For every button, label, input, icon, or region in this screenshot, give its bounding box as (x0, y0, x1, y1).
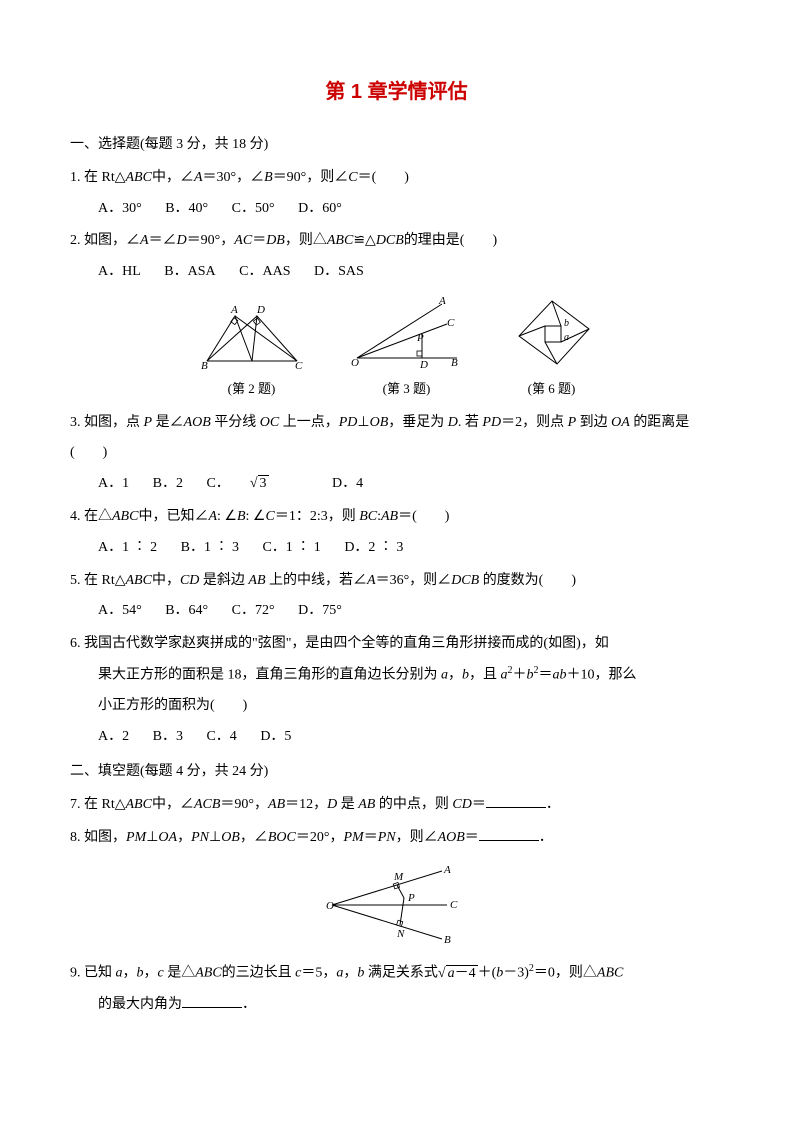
q3-text: 3. 如图，点 P 是∠AOB 平分线 OC 上一点，PD⊥OB，垂足为 D. … (70, 415, 689, 461)
figure-q2: A D B C (第 2 题) (197, 301, 307, 404)
q6-line3: 小正方形的面积为( ) (70, 691, 723, 722)
question-5: 5. 在 Rt△ABC中，CD 是斜边 AB 上的中线，若∠A＝36°，则∠DC… (70, 566, 723, 597)
svg-text:P: P (407, 892, 415, 904)
figures-row: A D B C (第 2 题) A C P O D B (第 3 题) (70, 296, 723, 404)
q4-opt-b: B．1 ∶ 3 (181, 540, 239, 555)
figure-q2-caption: (第 2 题) (228, 375, 276, 404)
q1-options: A．30° B．40° C．50° D．60° (70, 194, 723, 225)
svg-text:C: C (295, 360, 303, 371)
q1-text: 1. 在 Rt△ABC中，∠A＝30°，∠B＝90°，则∠C＝( ) (70, 170, 409, 185)
svg-text:A: A (230, 304, 238, 316)
q3-opt-c: C．3 (206, 476, 308, 491)
q1-opt-a: A．30° (98, 201, 142, 216)
q9-blank (182, 994, 242, 1008)
question-1: 1. 在 Rt△ABC中，∠A＝30°，∠B＝90°，则∠C＝( ) (70, 163, 723, 194)
q6-line2: 果大正方形的面积是 18，直角三角形的直角边长分别为 a，b，且 a2＋b2＝a… (70, 660, 723, 691)
figure-q8-svg: O M P N A C B (322, 863, 472, 948)
page-title: 第 1 章学情评估 (70, 70, 723, 114)
svg-text:a: a (564, 332, 569, 343)
svg-text:B: B (201, 360, 208, 371)
q4-opt-d: D．2 ∶ 3 (344, 540, 403, 555)
q4-options: A．1 ∶ 2 B．1 ∶ 3 C．1 ∶ 1 D．2 ∶ 3 (70, 533, 723, 564)
svg-text:A: A (438, 296, 446, 307)
q5-opt-c: C．72° (232, 603, 275, 618)
q9-line2: 的最大内角为． (70, 990, 723, 1021)
q2-opt-b: B．ASA (164, 264, 215, 279)
q2-opt-d: D．SAS (314, 264, 364, 279)
question-3: 3. 如图，点 P 是∠AOB 平分线 OC 上一点，PD⊥OB，垂足为 D. … (70, 408, 723, 470)
q7-blank (486, 794, 546, 808)
q5-text: 5. 在 Rt△ABC中，CD 是斜边 AB 上的中线，若∠A＝36°，则∠DC… (70, 573, 576, 588)
q2-opt-c: C．AAS (239, 264, 290, 279)
question-9: 9. 已知 a，b，c 是△ABC的三边长且 c＝5，a，b 满足关系式a－4＋… (70, 958, 723, 1020)
svg-text:M: M (393, 871, 404, 883)
svg-text:C: C (447, 317, 455, 329)
q8-text: 8. 如图，PM⊥OA，PN⊥OB，∠BOC＝20°，PM＝PN，则∠AOB＝． (70, 830, 553, 845)
section-2-header: 二、填空题(每题 4 分，共 24 分) (70, 757, 723, 788)
q1-opt-b: B．40° (165, 201, 208, 216)
q6-options: A．2 B．3 C．4 D．5 (70, 722, 723, 753)
svg-text:C: C (450, 899, 458, 911)
q2-text: 2. 如图，∠A＝∠D＝90°，AC＝DB，则△ABC≌△DCB的理由是( ) (70, 233, 497, 248)
svg-text:A: A (443, 864, 451, 876)
question-4: 4. 在△ABC中，已知∠A: ∠B: ∠C＝1：2:3，则 BC:AB＝( ) (70, 502, 723, 533)
q6-opt-a: A．2 (98, 729, 129, 744)
q3-options: A．1 B．2 C．3 D．4 (70, 469, 723, 500)
q6-opt-b: B．3 (153, 729, 183, 744)
svg-text:D: D (256, 304, 265, 316)
figure-q6-caption: (第 6 题) (528, 375, 576, 404)
q5-options: A．54° B．64° C．72° D．75° (70, 596, 723, 627)
figure-q6-svg: b a (507, 296, 597, 371)
figure-q3: A C P O D B (第 3 题) (347, 296, 467, 404)
q3-opt-a: A．1 (98, 476, 129, 491)
svg-text:B: B (451, 357, 458, 369)
question-2: 2. 如图，∠A＝∠D＝90°，AC＝DB，则△ABC≌△DCB的理由是( ) (70, 226, 723, 257)
q2-options: A．HL B．ASA C．AAS D．SAS (70, 257, 723, 288)
q4-text: 4. 在△ABC中，已知∠A: ∠B: ∠C＝1：2:3，则 BC:AB＝( ) (70, 509, 449, 524)
svg-text:O: O (326, 900, 334, 912)
q8-blank (479, 827, 539, 841)
question-6: 6. 我国古代数学家赵爽拼成的"弦图"，是由四个全等的直角三角形拼接而成的(如图… (70, 629, 723, 722)
figure-q2-svg: A D B C (197, 301, 307, 371)
svg-text:N: N (396, 928, 405, 940)
q9-line1: 9. 已知 a，b，c 是△ABC的三边长且 c＝5，a，b 满足关系式a－4＋… (70, 958, 723, 989)
q5-opt-d: D．75° (298, 603, 342, 618)
section-1-header: 一、选择题(每题 3 分，共 18 分) (70, 130, 723, 161)
q2-opt-a: A．HL (98, 264, 141, 279)
q4-opt-a: A．1 ∶ 2 (98, 540, 157, 555)
svg-text:O: O (351, 357, 359, 369)
q3-opt-b: B．2 (153, 476, 183, 491)
svg-text:B: B (444, 934, 451, 946)
svg-text:P: P (416, 332, 424, 344)
q6-opt-d: D．5 (260, 729, 291, 744)
question-8: 8. 如图，PM⊥OA，PN⊥OB，∠BOC＝20°，PM＝PN，则∠AOB＝． (70, 823, 723, 854)
q6-line1: 6. 我国古代数学家赵爽拼成的"弦图"，是由四个全等的直角三角形拼接而成的(如图… (70, 629, 723, 660)
q7-text: 7. 在 Rt△ABC中，∠ACB＝90°，AB＝12，D 是 AB 的中点，则… (70, 797, 560, 812)
question-7: 7. 在 Rt△ABC中，∠ACB＝90°，AB＝12，D 是 AB 的中点，则… (70, 790, 723, 821)
q1-opt-c: C．50° (232, 201, 275, 216)
q3-opt-d: D．4 (332, 476, 363, 491)
q5-opt-b: B．64° (165, 603, 208, 618)
figure-q6: b a (第 6 题) (507, 296, 597, 404)
q6-opt-c: C．4 (206, 729, 236, 744)
svg-text:b: b (564, 318, 569, 329)
figure-q8: O M P N A C B (70, 863, 723, 948)
q1-opt-d: D．60° (298, 201, 342, 216)
q5-opt-a: A．54° (98, 603, 142, 618)
figure-q3-svg: A C P O D B (347, 296, 467, 371)
figure-q3-caption: (第 3 题) (383, 375, 431, 404)
q4-opt-c: C．1 ∶ 1 (262, 540, 320, 555)
svg-text:D: D (419, 359, 428, 371)
